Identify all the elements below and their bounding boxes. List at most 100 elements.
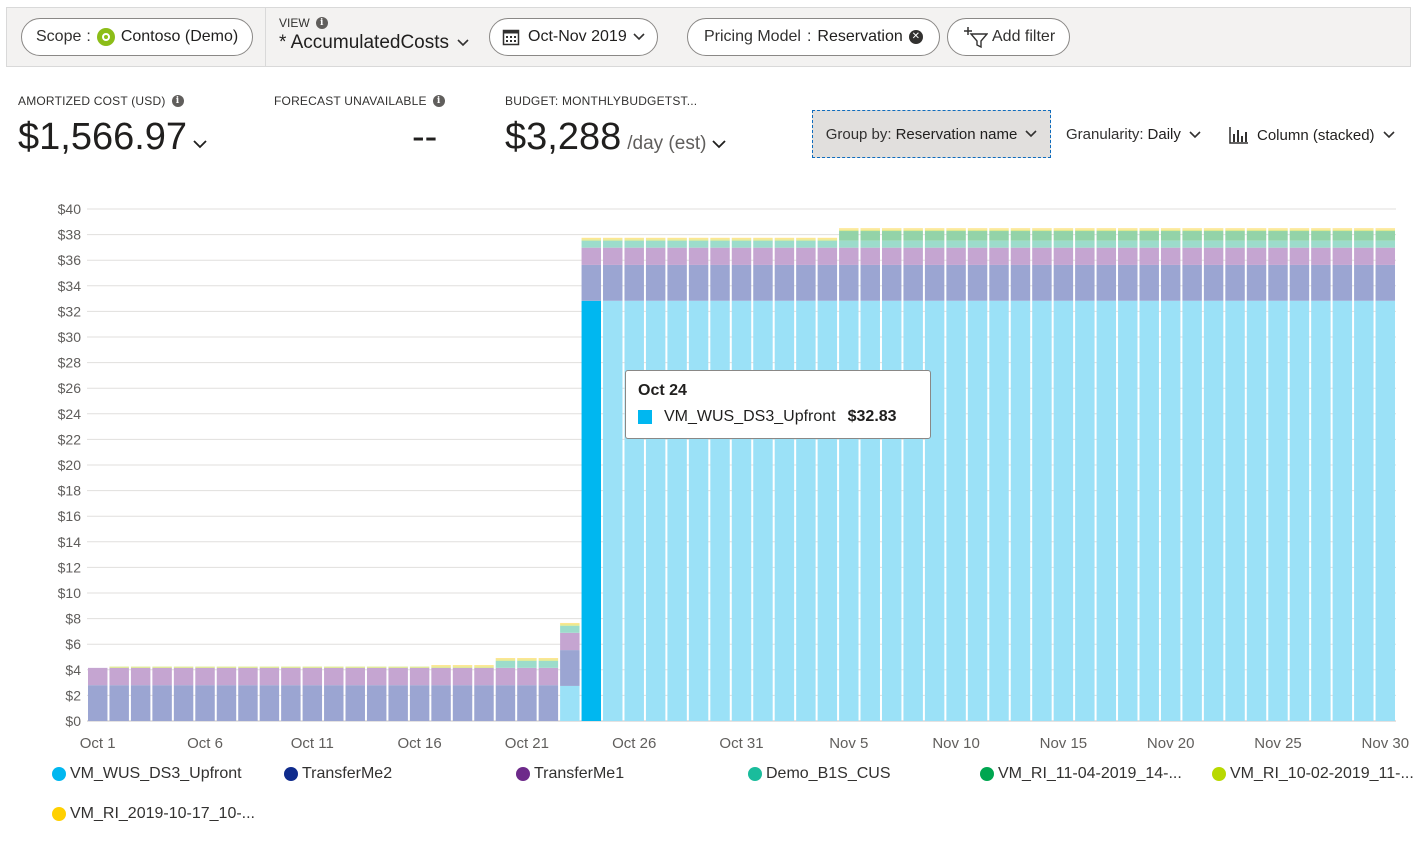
bar-segment[interactable]: [1139, 300, 1159, 721]
bar-segment[interactable]: [710, 239, 730, 241]
bar-segment[interactable]: [431, 665, 451, 667]
bar-segment[interactable]: [710, 240, 730, 248]
bar-segment[interactable]: [753, 240, 773, 248]
info-icon[interactable]: i: [171, 95, 184, 107]
bar-segment[interactable]: [281, 685, 301, 721]
bar-segment[interactable]: [1289, 231, 1310, 241]
bar-segment[interactable]: [517, 659, 537, 661]
bar-segment[interactable]: [1375, 300, 1395, 721]
bar-segment[interactable]: [839, 264, 859, 301]
info-icon[interactable]: i: [432, 95, 445, 107]
bar-segment[interactable]: [796, 237, 816, 240]
bar-segment[interactable]: [259, 667, 280, 686]
bar-segment[interactable]: [560, 650, 580, 686]
bar-segment[interactable]: [238, 667, 258, 686]
bar-segment[interactable]: [1375, 231, 1395, 241]
bar-segment[interactable]: [1139, 231, 1159, 241]
bar-segment[interactable]: [603, 264, 623, 301]
bar-segment[interactable]: [109, 666, 129, 668]
bar-segment[interactable]: [1289, 240, 1310, 248]
bar-segment[interactable]: [881, 300, 902, 721]
bar-segment[interactable]: [1139, 228, 1159, 230]
bar-segment[interactable]: [881, 229, 902, 232]
bar-segment[interactable]: [1182, 228, 1202, 230]
bar-segment[interactable]: [645, 300, 666, 721]
bar-segment[interactable]: [731, 247, 752, 265]
bar-segment[interactable]: [1182, 229, 1202, 232]
bar-segment[interactable]: [474, 685, 494, 721]
bar-segment[interactable]: [259, 666, 280, 668]
bar-segment[interactable]: [581, 239, 602, 241]
bar-segment[interactable]: [345, 667, 365, 686]
bar-segment[interactable]: [517, 685, 537, 721]
bar-segment[interactable]: [281, 667, 301, 686]
bar-segment[interactable]: [624, 237, 644, 240]
bar-segment[interactable]: [881, 247, 902, 265]
bar-segment[interactable]: [1160, 231, 1181, 241]
bar-segment[interactable]: [774, 237, 795, 240]
bar-segment[interactable]: [817, 240, 838, 248]
bar-segment[interactable]: [88, 685, 108, 721]
bar-segment[interactable]: [238, 685, 258, 721]
bar-segment[interactable]: [1010, 240, 1031, 248]
bar-segment[interactable]: [645, 240, 666, 248]
bar-segment[interactable]: [1203, 228, 1224, 230]
bar-segment[interactable]: [538, 660, 559, 668]
bar-segment[interactable]: [452, 685, 473, 721]
bar-segment[interactable]: [1182, 264, 1202, 301]
bar-segment[interactable]: [366, 667, 387, 686]
bar-segment[interactable]: [1268, 231, 1288, 241]
date-range-pill[interactable]: Oct-Nov 2019: [489, 18, 658, 56]
bar-segment[interactable]: [1010, 300, 1031, 721]
bar-segment[interactable]: [603, 247, 623, 265]
bar-segment[interactable]: [1139, 240, 1159, 248]
bar-segment[interactable]: [1096, 229, 1117, 232]
bar-segment[interactable]: [860, 228, 880, 230]
bar-segment[interactable]: [839, 229, 859, 232]
bar-segment[interactable]: [774, 239, 795, 241]
bar-segment[interactable]: [624, 239, 644, 241]
bar-segment[interactable]: [1075, 300, 1095, 721]
bar-segment[interactable]: [1032, 247, 1052, 265]
bar-segment[interactable]: [1354, 240, 1374, 248]
bar-segment[interactable]: [1182, 247, 1202, 265]
bar-segment[interactable]: [1032, 240, 1052, 248]
bar-segment[interactable]: [130, 666, 151, 668]
bar-segment[interactable]: [1160, 247, 1181, 265]
bar-segment[interactable]: [1375, 229, 1395, 232]
bar-segment[interactable]: [388, 685, 408, 721]
bar-segment[interactable]: [1375, 247, 1395, 265]
granularity-dropdown[interactable]: Granularity: Daily: [1066, 126, 1201, 143]
bar-segment[interactable]: [1375, 240, 1395, 248]
bar-segment[interactable]: [1118, 247, 1138, 265]
bar-segment[interactable]: [173, 666, 194, 668]
bar-segment[interactable]: [839, 228, 859, 230]
bar-segment[interactable]: [1053, 247, 1074, 265]
bar-segment[interactable]: [1246, 229, 1267, 232]
bar-segment[interactable]: [1268, 229, 1288, 232]
bar-segment[interactable]: [1354, 228, 1374, 230]
bar-segment[interactable]: [967, 231, 988, 241]
bar-segment[interactable]: [388, 666, 408, 668]
bar-segment[interactable]: [645, 237, 666, 240]
bar-segment[interactable]: [667, 264, 687, 301]
bar-segment[interactable]: [688, 247, 709, 265]
bar-segment[interactable]: [1032, 229, 1052, 232]
bar-segment[interactable]: [753, 237, 773, 240]
bar-segment[interactable]: [1311, 247, 1331, 265]
bar-segment[interactable]: [1354, 231, 1374, 241]
bar-segment[interactable]: [924, 231, 945, 241]
bar-segment[interactable]: [560, 622, 580, 625]
add-filter-button[interactable]: Add filter: [947, 18, 1071, 56]
bar-segment[interactable]: [581, 237, 602, 240]
bar-segment[interactable]: [195, 666, 215, 668]
bar-segment[interactable]: [710, 264, 730, 301]
bar-segment[interactable]: [603, 239, 623, 241]
bar-segment[interactable]: [1032, 300, 1052, 721]
bar-segment[interactable]: [1032, 228, 1052, 230]
bar-segment[interactable]: [195, 667, 215, 686]
bar-segment[interactable]: [152, 666, 172, 668]
bar-segment[interactable]: [1118, 229, 1138, 232]
bar-segment[interactable]: [1354, 247, 1374, 265]
bar-segment[interactable]: [1096, 247, 1117, 265]
